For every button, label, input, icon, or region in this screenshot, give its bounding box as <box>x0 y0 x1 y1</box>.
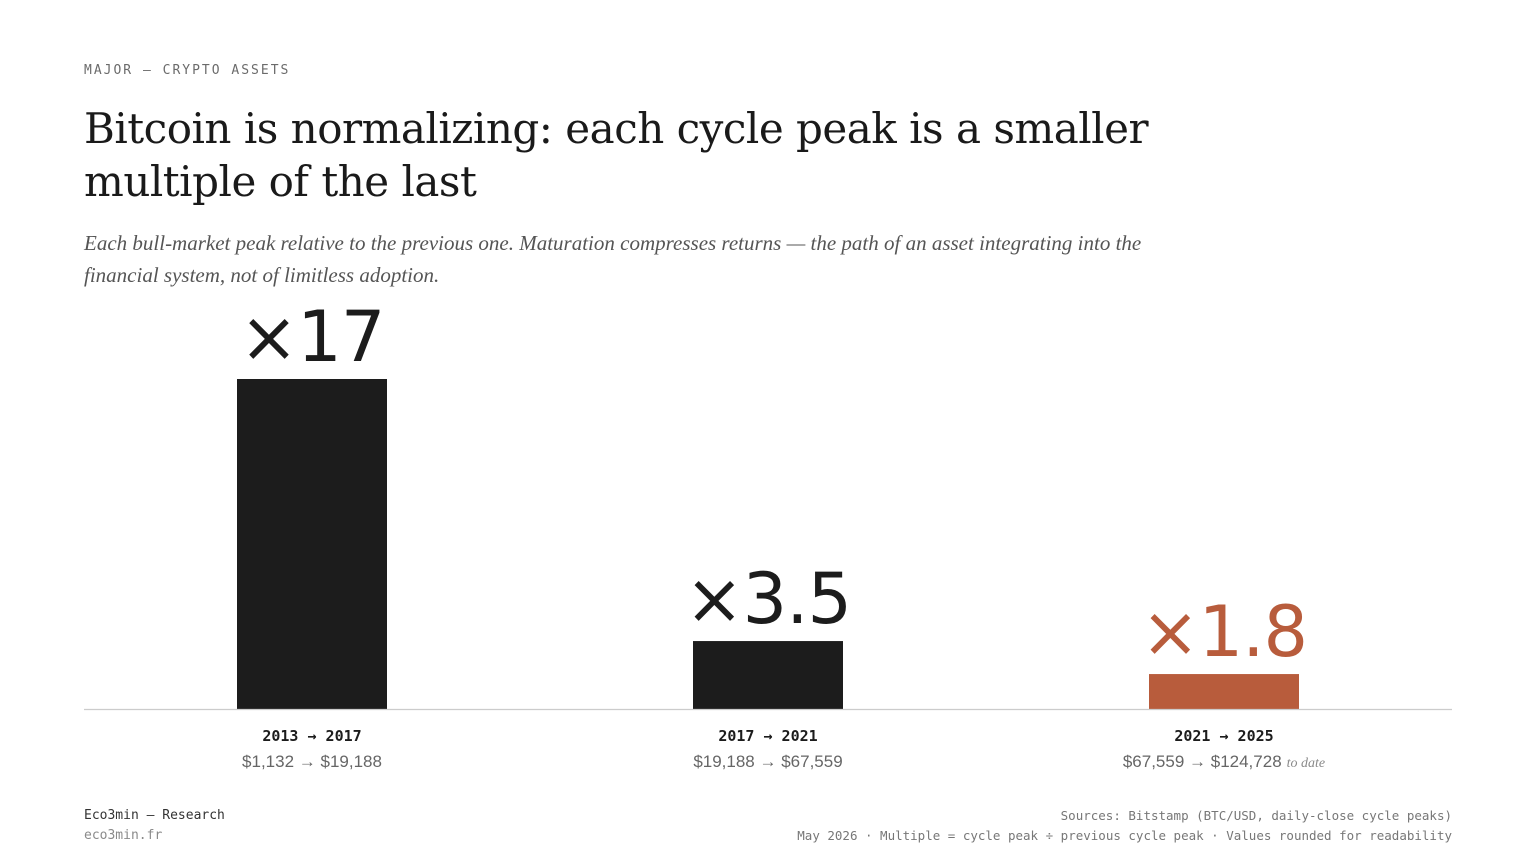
bar-0 <box>237 379 387 709</box>
chart-title: Bitcoin is normalizing: each cycle peak … <box>84 104 1149 206</box>
category-label-2: 2021 → 2025 <box>1174 727 1273 745</box>
footer-site: eco3min.fr <box>84 828 163 843</box>
bar-1 <box>693 641 843 709</box>
footer-sources: Sources: Bitstamp (BTC/USD, daily-close … <box>1060 808 1452 823</box>
price-range-label-0: $1,132 → $19,188 <box>242 752 382 771</box>
eyebrow-label: MAJOR — CRYPTO ASSETS <box>84 63 291 78</box>
bar-2 <box>1149 674 1299 709</box>
price-range-label-2: $67,559 → $124,728 to date <box>1123 752 1325 771</box>
bar-multiple-label-0: ×17 <box>240 296 385 378</box>
category-label-0: 2013 → 2017 <box>262 727 361 745</box>
bar-multiple-label-2: ×1.8 <box>1141 591 1307 673</box>
bar-multiple-label-1: ×3.5 <box>685 558 851 640</box>
footer-brand: Eco3min — Research <box>84 808 225 823</box>
footer-brand-block: Eco3min — Research eco3min.fr <box>84 806 225 846</box>
category-label-1: 2017 → 2021 <box>718 727 817 745</box>
footer-sources-block: Sources: Bitstamp (BTC/USD, daily-close … <box>797 806 1452 846</box>
chart-subtitle: Each bull-market peak relative to the pr… <box>84 231 1142 287</box>
price-range-label-1: $19,188 → $67,559 <box>693 752 842 771</box>
footer-notes: May 2026 · Multiple = cycle peak ÷ previ… <box>797 828 1452 843</box>
